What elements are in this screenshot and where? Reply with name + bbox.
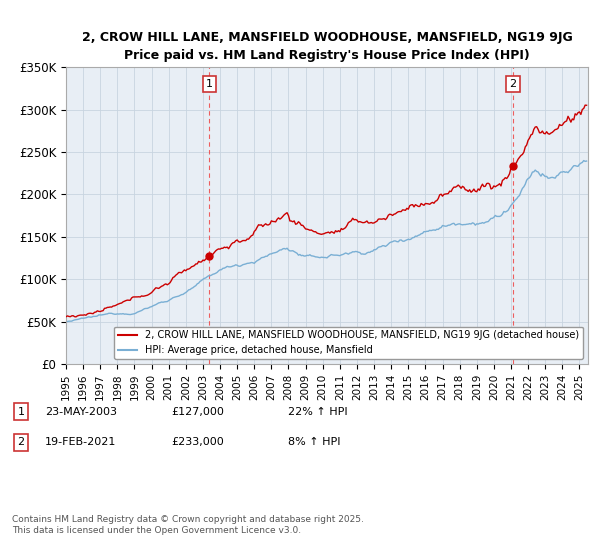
Text: 23-MAY-2003: 23-MAY-2003: [45, 407, 117, 417]
Text: 2: 2: [17, 437, 25, 447]
Title: 2, CROW HILL LANE, MANSFIELD WOODHOUSE, MANSFIELD, NG19 9JG
Price paid vs. HM La: 2, CROW HILL LANE, MANSFIELD WOODHOUSE, …: [82, 31, 572, 62]
Text: 2: 2: [509, 79, 517, 89]
Text: 22% ↑ HPI: 22% ↑ HPI: [288, 407, 347, 417]
Text: £127,000: £127,000: [171, 407, 224, 417]
Text: 1: 1: [17, 407, 25, 417]
Text: £233,000: £233,000: [171, 437, 224, 447]
Legend: 2, CROW HILL LANE, MANSFIELD WOODHOUSE, MANSFIELD, NG19 9JG (detached house), HP: 2, CROW HILL LANE, MANSFIELD WOODHOUSE, …: [114, 326, 583, 359]
Text: Contains HM Land Registry data © Crown copyright and database right 2025.
This d: Contains HM Land Registry data © Crown c…: [12, 515, 364, 535]
Text: 1: 1: [206, 79, 213, 89]
Text: 19-FEB-2021: 19-FEB-2021: [45, 437, 116, 447]
Text: 8% ↑ HPI: 8% ↑ HPI: [288, 437, 341, 447]
